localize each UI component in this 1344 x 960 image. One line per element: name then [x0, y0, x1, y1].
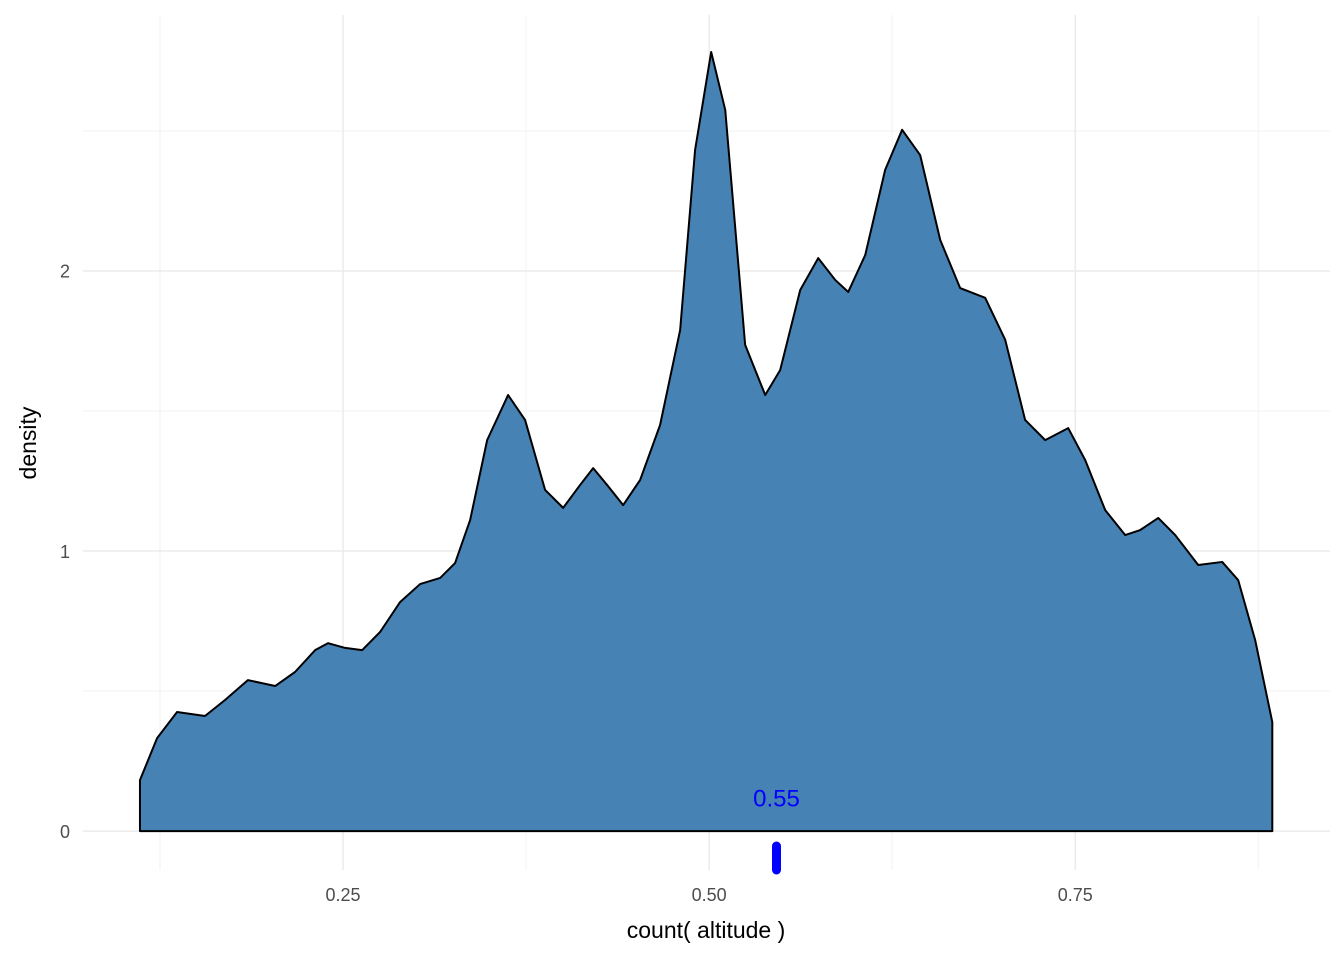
- y-axis-title: density: [15, 406, 41, 479]
- annotation-label: 0.55: [753, 786, 800, 813]
- x-tick-label: 0.50: [692, 885, 727, 905]
- y-tick-label: 0: [60, 822, 70, 842]
- y-tick-label: 2: [60, 262, 70, 282]
- y-tick-label: 1: [60, 542, 70, 562]
- density-area: [138, 50, 1274, 833]
- x-tick-label: 0.75: [1058, 885, 1093, 905]
- x-tick-label: 0.25: [326, 885, 361, 905]
- x-axis-title: count( altitude ): [627, 917, 786, 943]
